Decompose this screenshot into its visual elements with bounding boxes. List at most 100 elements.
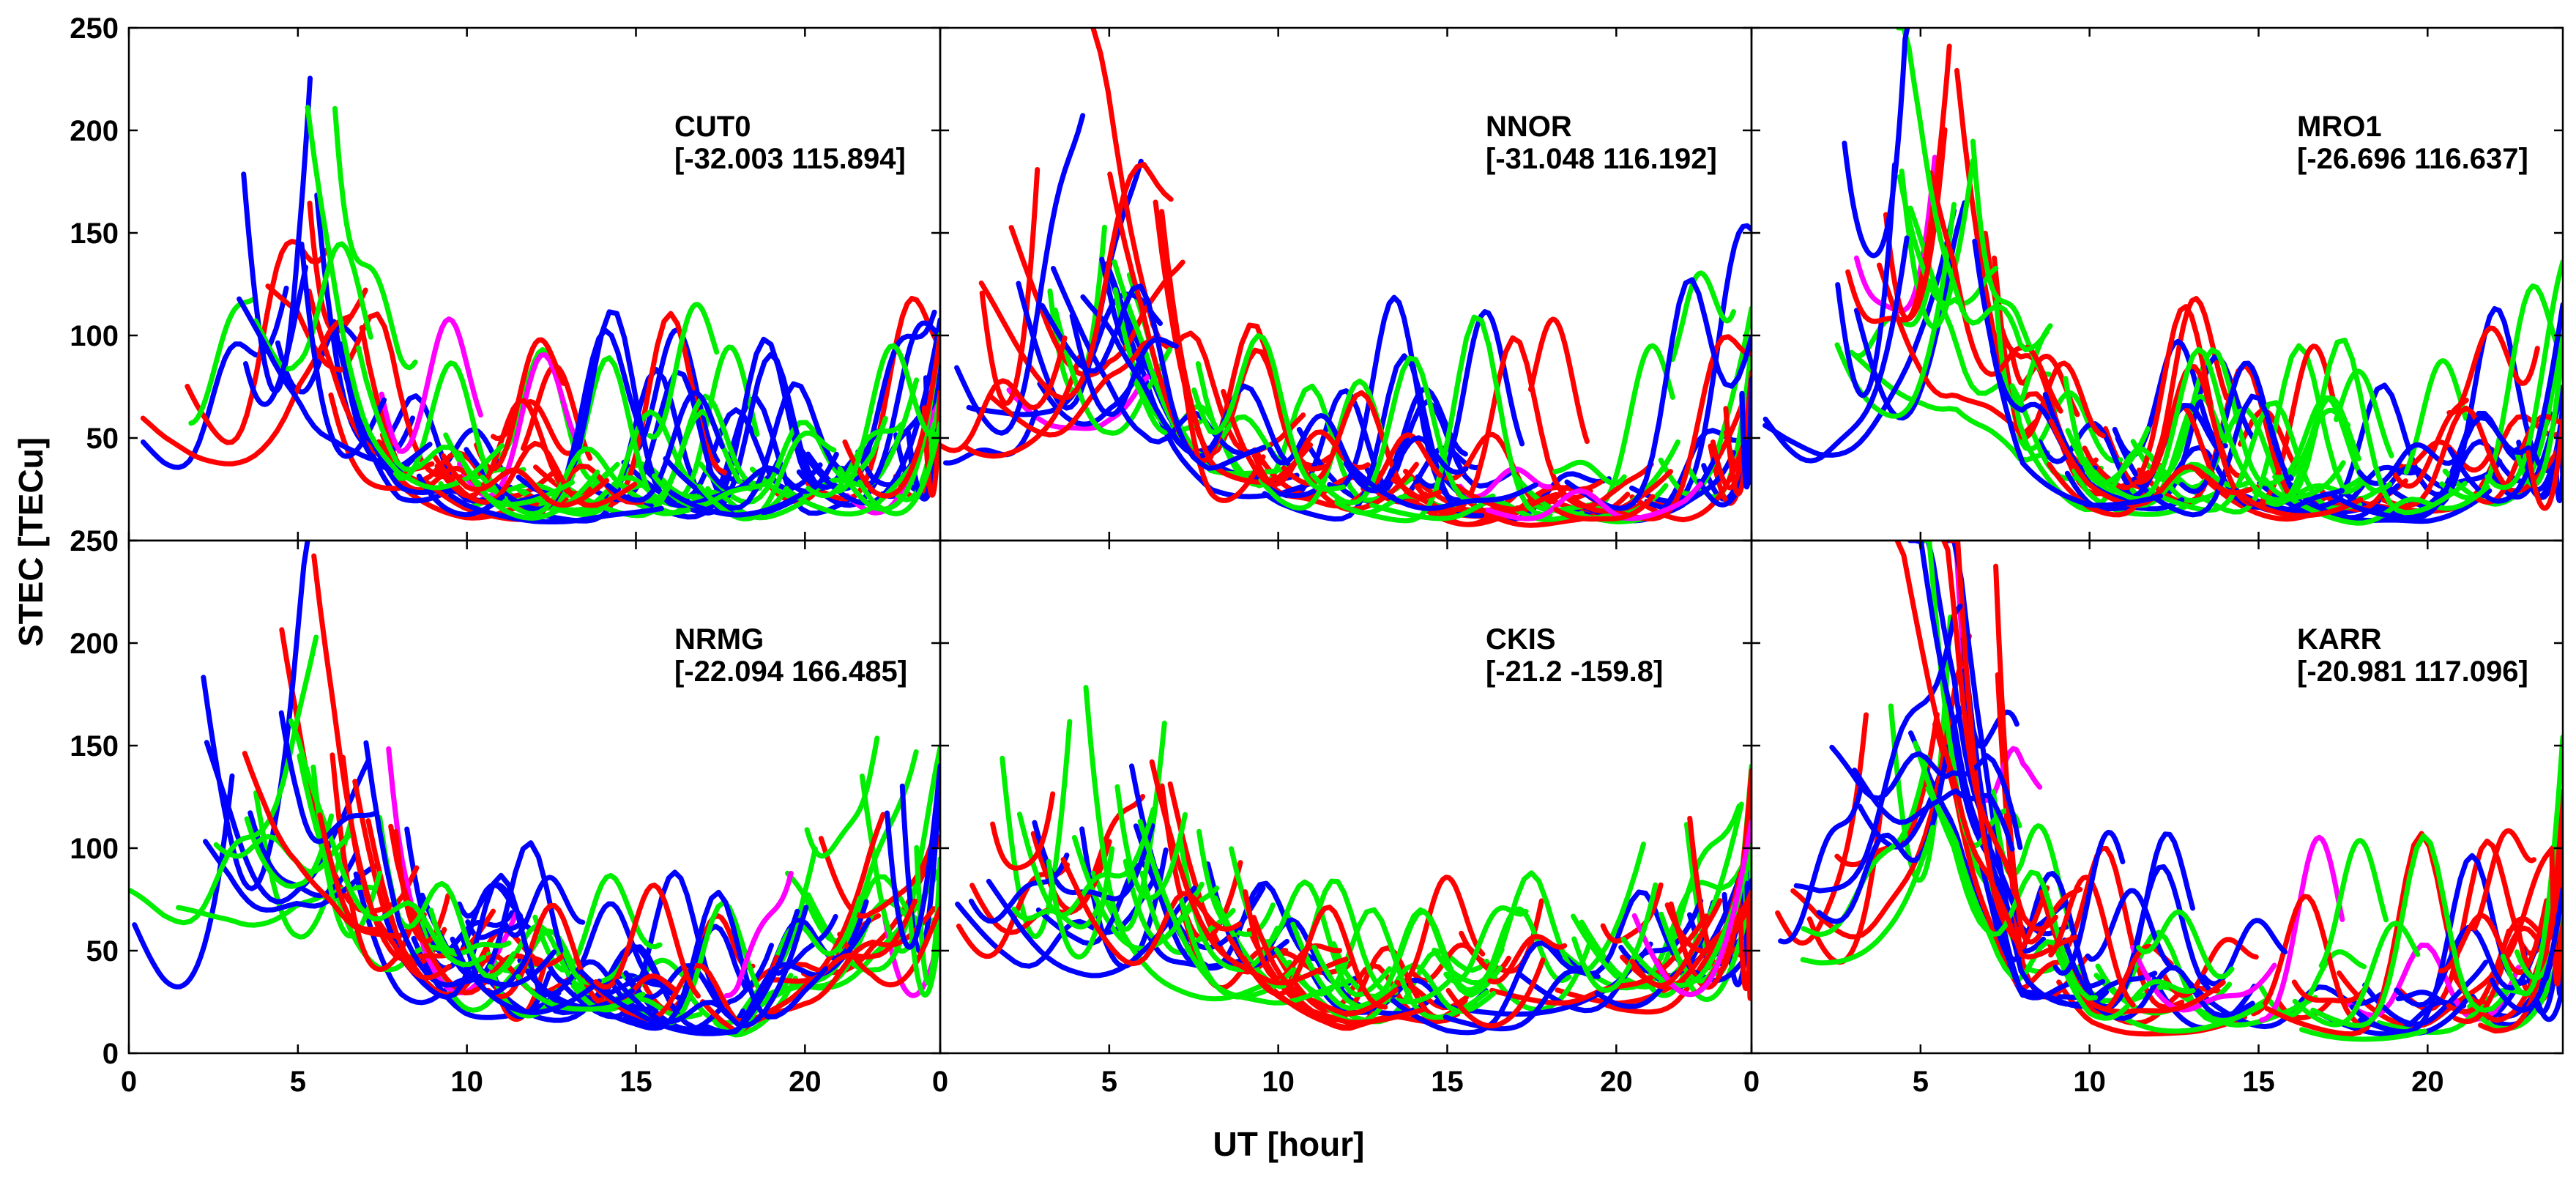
stec-track (448, 493, 664, 524)
stec-track (244, 813, 335, 889)
x-axis-title: UT [hour] (1213, 1125, 1365, 1163)
station-coords: [-32.003 115.894] (674, 143, 906, 175)
stec-track (201, 541, 310, 891)
x-tick-label: 20 (789, 1066, 822, 1098)
stec-track (1130, 371, 1261, 488)
stec-track (1390, 335, 1593, 513)
stec-track (2314, 488, 2493, 524)
stec-track (1273, 907, 1490, 1020)
stec-track (1644, 450, 1736, 510)
station-coords: [-31.048 116.192] (1486, 143, 1717, 175)
stec-track (1180, 369, 1266, 503)
station-name: NRMG (674, 623, 764, 656)
stec-track (1432, 842, 1646, 986)
stec-track (2136, 909, 2235, 980)
stec-track (837, 906, 940, 988)
stec-track (857, 420, 940, 516)
stec-track (961, 354, 1082, 459)
panel-frames (127, 26, 2564, 1055)
stec-track (1842, 28, 1910, 259)
stec-track (328, 392, 409, 491)
stec-track (278, 710, 379, 844)
x-tick-label: 0 (1743, 1066, 1760, 1098)
stec-track (485, 903, 615, 1008)
panel-nnor (940, 28, 1752, 528)
stec-track (1051, 266, 1267, 456)
stec-track (943, 409, 1039, 466)
stec-track (2082, 346, 2239, 502)
stec-track (1040, 283, 1257, 471)
stec-track (2403, 358, 2468, 475)
stec-track (1191, 333, 1346, 492)
stec-track (669, 490, 803, 518)
y-tick-label: 0 (103, 1038, 119, 1070)
stec-track (818, 812, 940, 919)
station-name: MRO1 (2297, 111, 2382, 143)
stec-track (907, 911, 940, 998)
stec-track (1829, 744, 2023, 850)
stec-track (2331, 415, 2531, 521)
panel-nrmg (129, 541, 940, 1038)
y-tick-label: 50 (86, 423, 119, 455)
y-tick-label: 200 (70, 628, 119, 660)
stec-track (837, 331, 940, 512)
stec-track (834, 343, 939, 494)
station-coords: [-26.696 116.637] (2297, 143, 2528, 175)
stec-track (1090, 870, 1295, 1002)
stec-track (1360, 432, 1443, 492)
stec-track (2490, 886, 2563, 1013)
stec-track (2291, 979, 2369, 1004)
stec-track (1046, 846, 1115, 960)
stec-track (1762, 208, 1957, 458)
stec-track (1517, 898, 1704, 1014)
stec-track (988, 335, 1157, 438)
stec-track (1896, 28, 2050, 352)
x-tick-label: 10 (450, 1066, 483, 1098)
panel-ckis (955, 685, 1752, 1036)
stec-track (2272, 395, 2393, 494)
stec-track (317, 812, 452, 981)
stec-track (129, 634, 319, 926)
x-tick-label: 15 (1431, 1066, 1464, 1098)
x-tick-label: 0 (932, 1066, 948, 1098)
y-tick-label: 200 (70, 115, 119, 147)
stec-track (2356, 442, 2467, 486)
stec-track (1258, 378, 1396, 511)
y-tick-label: 150 (70, 218, 119, 250)
stec-track (2438, 898, 2550, 976)
stec-track (242, 751, 427, 940)
station-labels-group: CUT0[-32.003 115.894] NNOR[-31.048 116.19… (674, 111, 2528, 688)
stec-track (921, 389, 940, 498)
stec-track (723, 870, 794, 998)
stec-track (2484, 259, 2563, 490)
stec-track (2292, 920, 2421, 1028)
y-axis-title: STEC [TECu] (12, 437, 50, 647)
station-coords: [-22.094 166.485] (674, 656, 907, 688)
stec-track (1060, 857, 1243, 967)
stec-track (1738, 907, 1752, 992)
x-tick-label: 10 (1262, 1066, 1295, 1098)
stec-track (614, 905, 809, 1028)
stec-track (457, 451, 600, 521)
y-tick-label: 50 (86, 935, 119, 968)
stec-track (1845, 127, 1948, 324)
stec-track (2235, 489, 2364, 519)
stec-track (2553, 468, 2563, 503)
stec-track (888, 390, 940, 502)
stec-track (441, 453, 610, 508)
station-name: NNOR (1486, 111, 1572, 143)
y-tick-label: 250 (70, 12, 119, 45)
stec-track (1553, 494, 1656, 522)
stec-track (305, 105, 505, 491)
x-tick-label: 20 (1600, 1066, 1633, 1098)
stec-track (1852, 768, 2015, 852)
stec-track (955, 869, 1161, 969)
y-tick-label: 100 (70, 833, 119, 865)
stec-track (885, 763, 940, 950)
stec-track (705, 451, 839, 494)
stec-track (593, 883, 701, 999)
stec-track (1762, 235, 1910, 464)
stec-track (535, 959, 660, 1012)
stec-track (1052, 307, 1172, 436)
x-tick-label: 10 (2073, 1066, 2106, 1098)
